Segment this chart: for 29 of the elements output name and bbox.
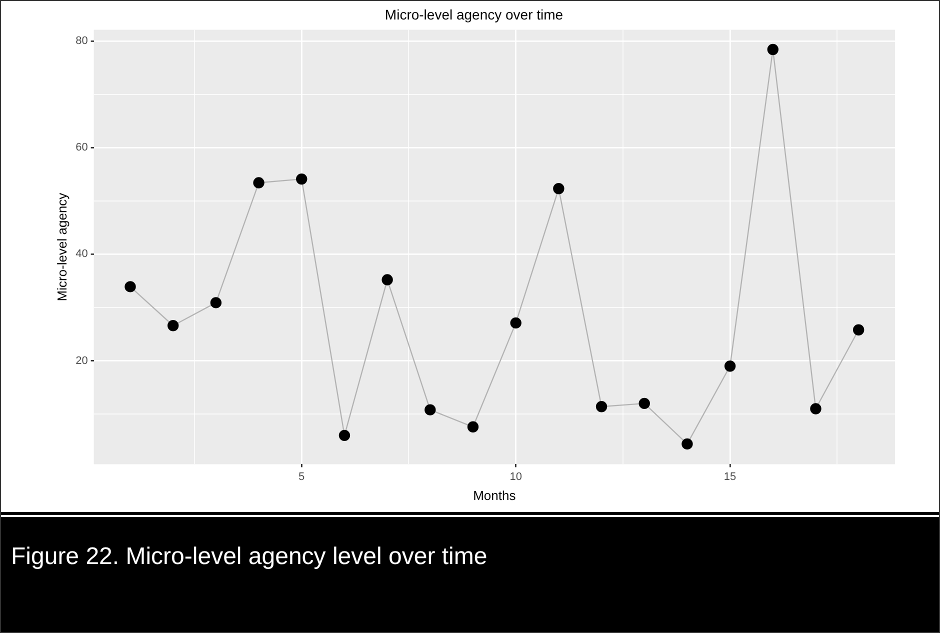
point <box>167 320 179 332</box>
y-tick-label: 80 <box>76 35 88 48</box>
point <box>467 421 479 432</box>
point <box>338 430 350 442</box>
point <box>210 297 222 308</box>
point <box>296 173 308 185</box>
point <box>596 401 608 412</box>
x-axis-title: Months <box>473 488 516 503</box>
point <box>510 317 522 329</box>
point <box>810 403 822 414</box>
x-tick-label: 15 <box>724 470 736 483</box>
y-tick-label: 40 <box>76 248 88 260</box>
point <box>424 404 436 416</box>
chart-title: Micro-level agency over time <box>384 6 564 22</box>
point <box>724 360 736 372</box>
point <box>767 44 778 56</box>
point <box>382 274 393 286</box>
point <box>852 324 864 336</box>
point <box>124 281 136 292</box>
x-tick-label: 5 <box>298 470 305 483</box>
point <box>253 177 264 188</box>
y-axis-title: Micro-level agency <box>54 192 70 302</box>
point <box>682 438 693 450</box>
y-tick-label: 60 <box>76 142 88 154</box>
x-tick-label: 10 <box>510 470 522 483</box>
y-tick-label: 20 <box>76 354 88 367</box>
point <box>638 398 650 410</box>
point <box>553 183 564 194</box>
caption: Figure 22. Micro-level agency level over time <box>1 515 939 632</box>
